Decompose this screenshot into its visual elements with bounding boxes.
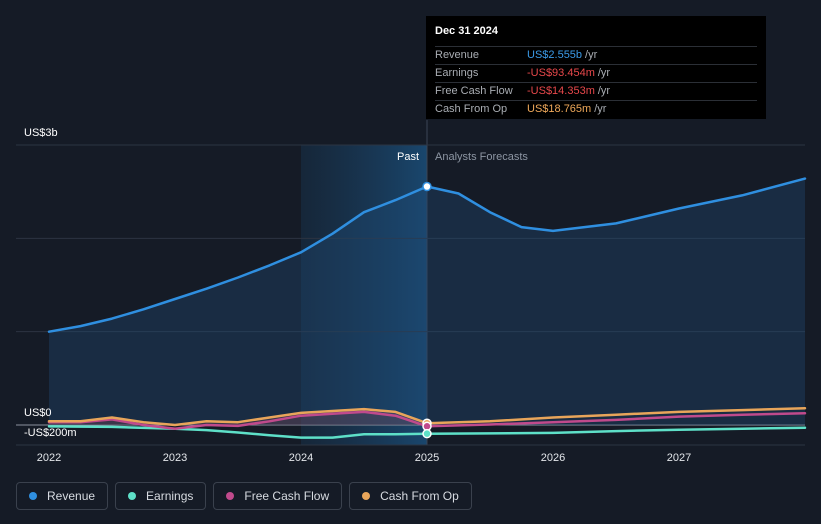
tooltip-value: -US$93.454m <box>527 67 595 79</box>
now-marker-revenue <box>422 181 432 192</box>
tooltip-label: Earnings <box>435 67 479 79</box>
tooltip-value: -US$14.353m <box>527 85 595 97</box>
legend-item-free-cash-flow[interactable]: Free Cash Flow <box>213 482 343 510</box>
tooltip-unit: /yr <box>585 49 598 61</box>
x-tick-label: 2023 <box>163 452 187 464</box>
x-tick-label: 2026 <box>541 452 565 464</box>
tooltip-row-earnings: Earnings -US$93.454m /yr <box>435 65 757 83</box>
legend-dot-icon <box>362 492 371 500</box>
legend-label: Cash From Op <box>380 489 459 503</box>
series-line-earnings <box>47 425 807 439</box>
legend-item-cash-from-op[interactable]: Cash From Op <box>349 482 472 510</box>
tooltip-row-revenue: Revenue US$2.555b /yr <box>435 47 757 65</box>
legend-label: Earnings <box>146 489 194 503</box>
legend-label: Revenue <box>47 489 96 503</box>
tooltip-unit: /yr <box>594 103 607 115</box>
tooltip-unit: /yr <box>597 85 611 97</box>
x-tick-label: 2025 <box>415 452 439 464</box>
tooltip-label: Free Cash Flow <box>435 85 513 97</box>
tooltip-label: Revenue <box>435 49 480 61</box>
past-label: Past <box>397 151 419 163</box>
series-line-cash-from-op <box>47 406 807 427</box>
y-tick-label: -US$200m <box>24 427 77 439</box>
tooltip: Dec 31 2024 Revenue US$2.555b /yr Earnin… <box>426 16 766 119</box>
legend: Revenue Earnings Free Cash Flow Cash Fro… <box>16 482 472 510</box>
tooltip-value: US$2.555b <box>527 49 583 61</box>
forecast-label: Analysts Forecasts <box>435 151 528 163</box>
x-tick-label: 2027 <box>667 452 691 464</box>
legend-item-earnings[interactable]: Earnings <box>115 482 207 510</box>
legend-dot-icon <box>29 492 37 500</box>
legend-dot-icon <box>128 492 137 500</box>
x-tick-label: 2022 <box>37 452 61 464</box>
legend-label: Free Cash Flow <box>244 489 330 503</box>
series-line-free-cash-flow <box>47 410 807 430</box>
series-line-revenue <box>47 177 807 333</box>
tooltip-row-free-cash-flow: Free Cash Flow -US$14.353m /yr <box>435 83 757 101</box>
legend-item-revenue[interactable]: Revenue <box>16 482 109 510</box>
tooltip-unit: /yr <box>597 67 611 79</box>
now-marker-earnings <box>422 428 432 439</box>
tooltip-label: Cash From Op <box>435 103 508 115</box>
y-tick-label: US$3b <box>24 127 58 139</box>
x-tick-label: 2024 <box>289 452 313 464</box>
tooltip-value: US$18.765m <box>527 103 592 115</box>
tooltip-row-cash-from-op: Cash From Op US$18.765m /yr <box>435 101 757 118</box>
tooltip-date: Dec 31 2024 <box>435 24 757 47</box>
legend-dot-icon <box>226 492 235 500</box>
revenue-area <box>49 178 805 425</box>
y-tick-label: US$0 <box>24 407 52 419</box>
